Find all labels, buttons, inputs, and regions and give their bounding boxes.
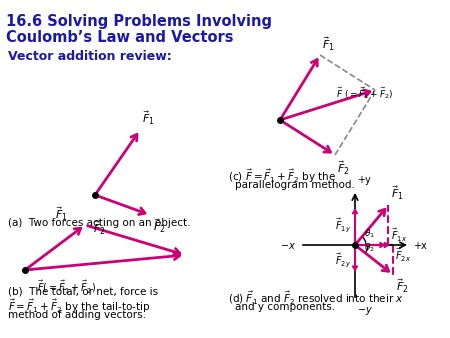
Text: $\vec{F}_2$: $\vec{F}_2$ [337, 159, 350, 176]
Text: $\vec{F}_1$: $\vec{F}_1$ [55, 206, 68, 223]
Text: $\vec{F}_2$: $\vec{F}_2$ [93, 219, 106, 237]
Text: (c) $\vec{F}=\vec{F}_1+\vec{F}_2$ by the: (c) $\vec{F}=\vec{F}_1+\vec{F}_2$ by the [228, 168, 336, 186]
Text: $-y$: $-y$ [357, 305, 373, 317]
Text: +x: +x [413, 241, 427, 251]
Text: $\vec{F}_{1y}$: $\vec{F}_{1y}$ [335, 216, 351, 234]
Text: $\vec{F}_2$: $\vec{F}_2$ [396, 277, 409, 295]
Text: $-x$: $-x$ [280, 241, 296, 251]
Text: and y components.: and y components. [235, 302, 335, 312]
Text: $\vec{F}_1$: $\vec{F}_1$ [322, 35, 335, 53]
Text: $\theta_2$: $\theta_2$ [364, 241, 375, 254]
Text: $\vec{F}_{2x}$: $\vec{F}_{2x}$ [395, 247, 411, 264]
Text: (b)  The total, or net, force is: (b) The total, or net, force is [8, 286, 158, 296]
Text: $\vec{F}=\vec{F}_1+\vec{F}_2$ by the tail-to-tip: $\vec{F}=\vec{F}_1+\vec{F}_2$ by the tai… [8, 298, 150, 315]
Text: method of adding vectors.: method of adding vectors. [8, 310, 146, 320]
Text: 16.6 Solving Problems Involving: 16.6 Solving Problems Involving [6, 14, 272, 29]
Text: (a)  Two forces acting on an object.: (a) Two forces acting on an object. [8, 218, 190, 228]
Text: $\theta_1$: $\theta_1$ [364, 228, 375, 241]
Text: $\vec{F}_{2y}$: $\vec{F}_{2y}$ [335, 251, 351, 269]
Text: Coulomb’s Law and Vectors: Coulomb’s Law and Vectors [6, 30, 234, 45]
Text: +y: +y [357, 175, 371, 185]
Text: (d) $\vec{F}_1$ and $\vec{F}_2$ resolved into their $x$: (d) $\vec{F}_1$ and $\vec{F}_2$ resolved… [228, 290, 404, 307]
Text: parallelogram method.: parallelogram method. [235, 180, 355, 190]
Text: $\vec{F}\ (=\vec{F}_1+\vec{F}_2)$: $\vec{F}\ (=\vec{F}_1+\vec{F}_2)$ [336, 86, 393, 101]
Text: $\vec{F}_2$: $\vec{F}_2$ [153, 217, 166, 235]
Text: Vector addition review:: Vector addition review: [8, 50, 172, 63]
Text: $\vec{F}_1$: $\vec{F}_1$ [142, 110, 155, 127]
Text: $\vec{F}_{1x}$: $\vec{F}_{1x}$ [392, 227, 408, 244]
Text: $\vec{F}_1$: $\vec{F}_1$ [392, 185, 404, 202]
Text: $\vec{F}(=\vec{F}_1+\vec{F}_2)$: $\vec{F}(=\vec{F}_1+\vec{F}_2)$ [37, 278, 96, 295]
